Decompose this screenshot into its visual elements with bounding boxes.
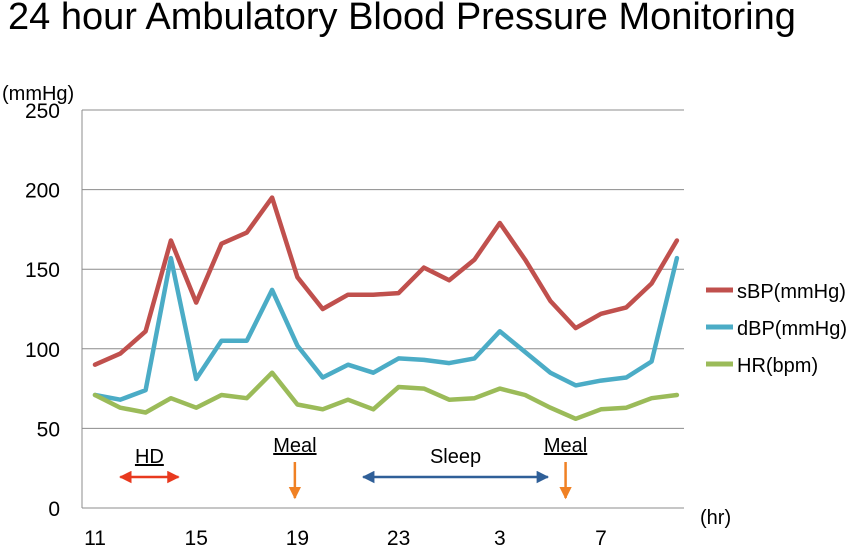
- annotation-label-sleep: Sleep: [430, 446, 481, 468]
- legend-label: HR(bpm): [737, 355, 818, 377]
- y-tick-label: 200: [25, 180, 60, 203]
- x-tick-label: 11: [84, 527, 106, 546]
- annotations: HD Meal Sleep Meal: [119, 435, 587, 500]
- x-axis-unit: (hr): [700, 507, 731, 529]
- x-tick-label: 23: [387, 527, 410, 546]
- annotation-label-meal: Meal: [273, 435, 316, 457]
- annotation-label-meal: Meal: [544, 435, 587, 457]
- axes: 0 50 100 150 200 250(mmHg) (hr) 11 15 19 23 3 7: [2, 83, 731, 546]
- y-axis-unit: (mmHg): [2, 83, 74, 105]
- chart-title: 24 hour Ambulatory Blood Pressure Monito…: [8, 0, 796, 38]
- x-tick-label: 3: [494, 527, 506, 546]
- y-tick-label: 250: [25, 100, 60, 123]
- legend-label: dBP(mmHg): [737, 318, 847, 340]
- y-tick-label: 100: [25, 339, 60, 362]
- series-lines: [92, 195, 680, 422]
- annotation-label-hd: HD: [135, 446, 164, 468]
- legend: sBP(mmHg) dBP(mmHg) HR(bpm): [706, 281, 847, 377]
- y-tick-label: 0: [48, 498, 60, 521]
- y-tick-label: 50: [37, 418, 60, 441]
- x-tick-label: 19: [286, 527, 309, 546]
- legend-label: sBP(mmHg): [737, 281, 846, 303]
- x-tick-label: 15: [185, 527, 208, 546]
- y-tick-label: 150: [25, 259, 60, 282]
- x-tick-label: 7: [595, 527, 607, 546]
- series-line: [92, 370, 680, 422]
- series-line: [92, 255, 680, 402]
- series-line: [92, 195, 680, 367]
